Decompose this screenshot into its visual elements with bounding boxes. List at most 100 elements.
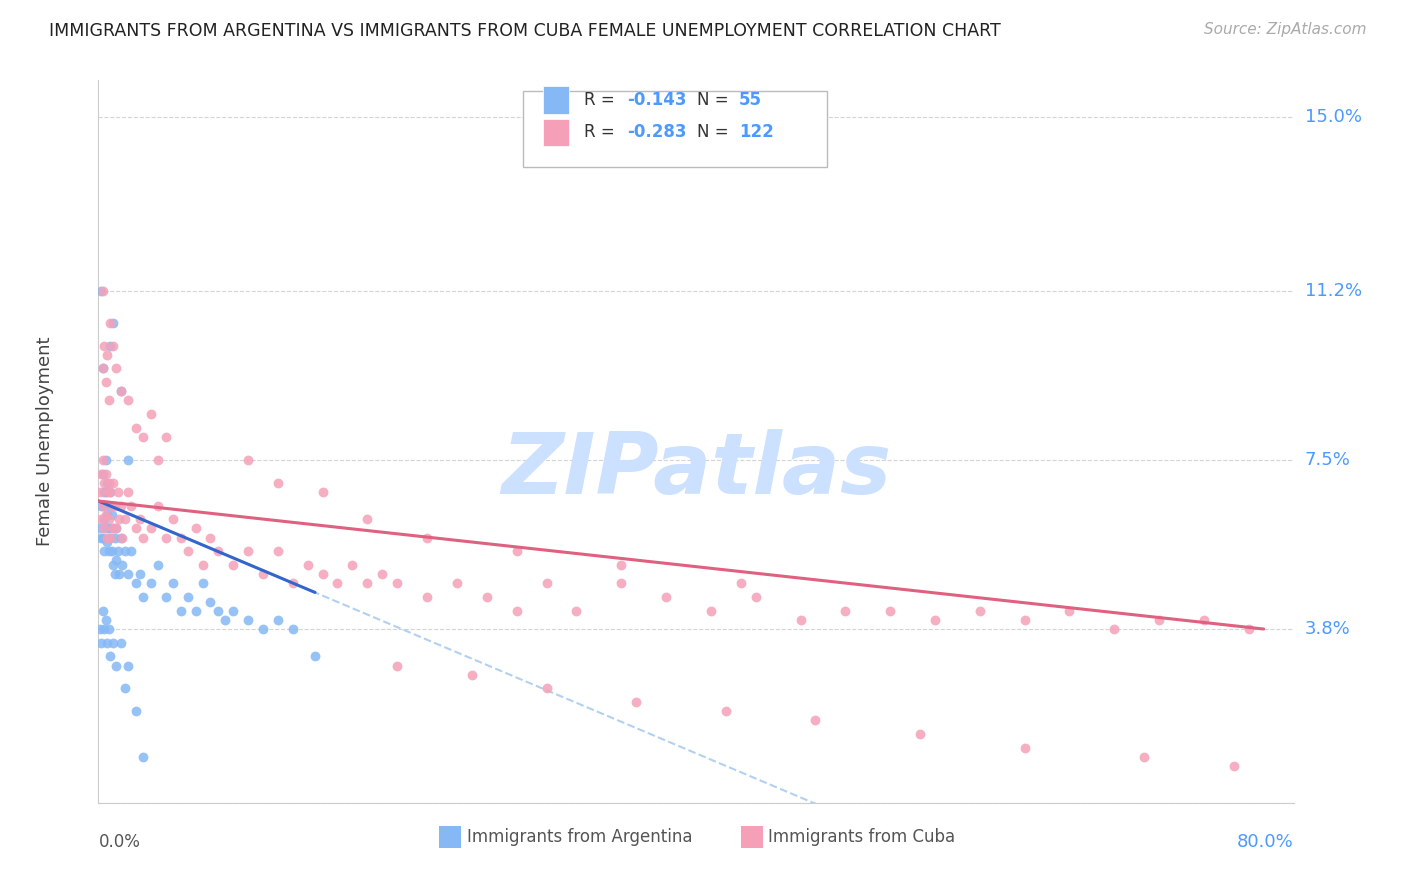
Point bbox=[356, 512, 378, 526]
Point bbox=[94, 467, 117, 481]
Point bbox=[93, 622, 115, 636]
Point bbox=[169, 604, 191, 618]
Text: 3.8%: 3.8% bbox=[1305, 620, 1350, 638]
Point bbox=[267, 613, 290, 627]
Point bbox=[129, 512, 152, 526]
Point bbox=[94, 453, 117, 467]
FancyBboxPatch shape bbox=[523, 91, 827, 167]
Point bbox=[90, 512, 112, 526]
Point bbox=[908, 727, 931, 741]
Point bbox=[789, 613, 811, 627]
Text: Immigrants from Cuba: Immigrants from Cuba bbox=[768, 828, 955, 846]
Point bbox=[132, 750, 155, 764]
Point bbox=[89, 622, 111, 636]
Point bbox=[326, 576, 349, 591]
Point bbox=[105, 361, 128, 376]
Point bbox=[105, 658, 128, 673]
Point bbox=[90, 284, 112, 298]
Point bbox=[90, 636, 112, 650]
Point bbox=[97, 622, 120, 636]
FancyBboxPatch shape bbox=[543, 87, 569, 114]
Point bbox=[98, 338, 122, 352]
Text: N =: N = bbox=[697, 123, 734, 142]
Point bbox=[91, 531, 114, 545]
Point bbox=[125, 521, 148, 535]
Point bbox=[94, 521, 117, 535]
Text: R =: R = bbox=[583, 91, 620, 109]
Point bbox=[207, 544, 229, 558]
Point bbox=[148, 453, 170, 467]
Point bbox=[107, 544, 129, 558]
Point bbox=[114, 681, 136, 696]
Point bbox=[184, 604, 207, 618]
Point bbox=[108, 512, 131, 526]
Point bbox=[96, 475, 118, 490]
Point bbox=[416, 531, 439, 545]
Point bbox=[96, 484, 118, 499]
Point bbox=[111, 558, 134, 572]
Point bbox=[98, 531, 122, 545]
Point bbox=[139, 407, 162, 421]
FancyBboxPatch shape bbox=[543, 119, 569, 146]
Point bbox=[120, 544, 142, 558]
Point bbox=[200, 594, 222, 608]
Point bbox=[117, 453, 139, 467]
Point bbox=[536, 576, 558, 591]
Point bbox=[184, 521, 207, 535]
Point bbox=[475, 590, 498, 604]
Point bbox=[1192, 613, 1215, 627]
Text: ZIPatlas: ZIPatlas bbox=[501, 429, 891, 512]
Point bbox=[98, 484, 122, 499]
Point bbox=[311, 567, 333, 582]
Point bbox=[96, 508, 118, 522]
Point bbox=[97, 499, 120, 513]
Text: Female Unemployment: Female Unemployment bbox=[35, 337, 53, 546]
Point bbox=[342, 558, 364, 572]
Text: 122: 122 bbox=[740, 123, 773, 142]
Point bbox=[104, 499, 127, 513]
Point bbox=[155, 590, 177, 604]
Point bbox=[93, 544, 115, 558]
Point bbox=[169, 531, 191, 545]
Point bbox=[267, 544, 290, 558]
Point bbox=[94, 613, 117, 627]
Point bbox=[506, 544, 529, 558]
Text: 11.2%: 11.2% bbox=[1305, 282, 1362, 300]
Point bbox=[98, 649, 122, 664]
Point bbox=[105, 553, 128, 567]
Point bbox=[536, 681, 558, 696]
Point bbox=[834, 604, 856, 618]
Point bbox=[191, 558, 214, 572]
Text: 15.0%: 15.0% bbox=[1305, 108, 1361, 126]
Point bbox=[103, 475, 125, 490]
Point bbox=[103, 636, 125, 650]
Point bbox=[1133, 750, 1156, 764]
Point bbox=[110, 636, 132, 650]
Point bbox=[148, 499, 170, 513]
Point bbox=[745, 590, 768, 604]
Point bbox=[94, 484, 117, 499]
Point bbox=[1014, 740, 1036, 755]
Point bbox=[94, 375, 117, 389]
Point bbox=[117, 484, 139, 499]
Point bbox=[155, 531, 177, 545]
Point bbox=[104, 567, 127, 582]
Text: IMMIGRANTS FROM ARGENTINA VS IMMIGRANTS FROM CUBA FEMALE UNEMPLOYMENT CORRELATIO: IMMIGRANTS FROM ARGENTINA VS IMMIGRANTS … bbox=[49, 22, 1001, 40]
FancyBboxPatch shape bbox=[741, 826, 763, 847]
Point bbox=[214, 613, 236, 627]
Point bbox=[110, 499, 132, 513]
Point bbox=[103, 521, 125, 535]
Text: 7.5%: 7.5% bbox=[1305, 450, 1351, 469]
Point bbox=[104, 531, 127, 545]
Point bbox=[191, 576, 214, 591]
Point bbox=[565, 604, 588, 618]
Point bbox=[125, 421, 148, 435]
Point bbox=[125, 704, 148, 718]
Point bbox=[101, 544, 124, 558]
Point bbox=[304, 649, 326, 664]
Point bbox=[148, 558, 170, 572]
Point bbox=[98, 316, 122, 330]
Point bbox=[98, 484, 122, 499]
Point bbox=[89, 484, 111, 499]
Point bbox=[1223, 759, 1246, 773]
